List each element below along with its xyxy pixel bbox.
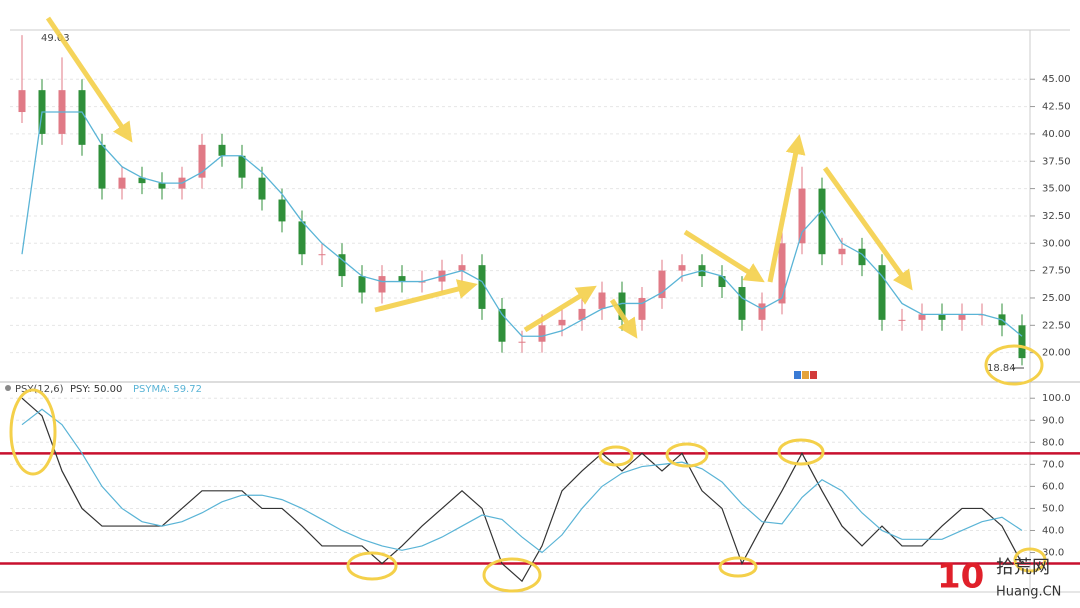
candle-body xyxy=(658,270,666,298)
y-tick-label: 60.0 xyxy=(1042,481,1064,492)
candle-body xyxy=(778,243,786,304)
y-tick-label: 40.0 xyxy=(1042,525,1064,536)
candle-body xyxy=(378,276,386,293)
panel-icon xyxy=(5,385,11,391)
candle-body xyxy=(878,265,886,320)
candle-body xyxy=(98,144,106,189)
watermark: 10 拾荒网 Huang.CN xyxy=(937,557,1061,600)
annotations xyxy=(9,16,1047,593)
y-tick-label: 42.50 xyxy=(1042,102,1071,113)
y-tick-label: 40.00 xyxy=(1042,129,1071,140)
y-tick-label: 100.0 xyxy=(1042,393,1071,404)
candle-body xyxy=(1018,325,1026,359)
candle-body xyxy=(218,144,226,156)
icon xyxy=(794,371,817,379)
y-tick-label: 22.50 xyxy=(1042,320,1071,331)
y-tick-label: 25.00 xyxy=(1042,293,1071,304)
candle-body xyxy=(258,177,266,200)
candle-body xyxy=(618,292,626,320)
candle-body xyxy=(238,155,246,178)
candle-body xyxy=(78,90,86,145)
candle-body xyxy=(578,308,586,320)
candle-body xyxy=(518,341,526,343)
candle-body xyxy=(358,276,366,293)
y-tick-label: 35.00 xyxy=(1042,184,1071,195)
y-tick-label: 90.0 xyxy=(1042,415,1064,426)
line xyxy=(21,397,1023,583)
y-tick-label: 70.0 xyxy=(1042,459,1064,470)
candle-body xyxy=(918,314,926,320)
legend-entry: PSY: 50.00 xyxy=(70,384,122,395)
candle-body xyxy=(638,297,646,320)
line xyxy=(21,111,1023,337)
candle-body xyxy=(498,308,506,342)
candle-body xyxy=(738,287,746,320)
y-tick-label: 20.00 xyxy=(1042,348,1071,359)
candle-body xyxy=(678,265,686,271)
candle-body xyxy=(18,90,26,113)
y-tick-label: 80.0 xyxy=(1042,437,1064,448)
candle-body xyxy=(858,248,866,266)
high-label: 49.03 xyxy=(41,33,70,44)
candle-body xyxy=(298,221,306,255)
watermark-site: Huang.CN xyxy=(996,585,1061,600)
candle-body xyxy=(838,248,846,255)
candle-body xyxy=(558,319,566,326)
candle-body xyxy=(718,276,726,288)
candle-body xyxy=(818,188,826,255)
y-tick-label: 27.50 xyxy=(1042,266,1071,277)
candle-body xyxy=(938,314,946,320)
candle-body xyxy=(758,303,766,320)
watermark-name: 拾荒网 xyxy=(996,557,1050,578)
candle-body xyxy=(798,188,806,244)
candle-body xyxy=(158,183,166,189)
y-tick-label: 32.50 xyxy=(1042,211,1071,222)
legend-entry: PSYMA: 59.72 xyxy=(133,384,202,395)
y-tick-label: 45.00 xyxy=(1042,74,1071,85)
line xyxy=(21,408,1023,554)
y-tick-label: 30.00 xyxy=(1042,238,1071,249)
candle-body xyxy=(898,319,906,321)
y-tick-label: 50.0 xyxy=(1042,503,1064,514)
candle-body xyxy=(338,254,346,277)
candle-body xyxy=(138,177,146,184)
candle-body xyxy=(958,314,966,320)
candle-body xyxy=(118,177,126,189)
candle-body xyxy=(198,144,206,178)
candle-body xyxy=(538,325,546,342)
candle-body xyxy=(478,265,486,309)
candle-body xyxy=(458,265,466,271)
plot-area: 20.00 22.50 25.00 27.50 30.00 32.50 35.00 37.50… xyxy=(0,35,1080,583)
watermark-number: 10 xyxy=(937,557,984,597)
y-tick-label: 30.0 xyxy=(1042,548,1064,559)
indicator-title: PSY(12,6) xyxy=(15,384,64,395)
candle-body xyxy=(318,254,326,256)
low-label: 18.84 xyxy=(987,363,1016,374)
candle-body xyxy=(398,276,406,282)
candle-body xyxy=(278,199,286,222)
y-tick-label: 37.50 xyxy=(1042,156,1071,167)
candle-body xyxy=(598,292,606,309)
